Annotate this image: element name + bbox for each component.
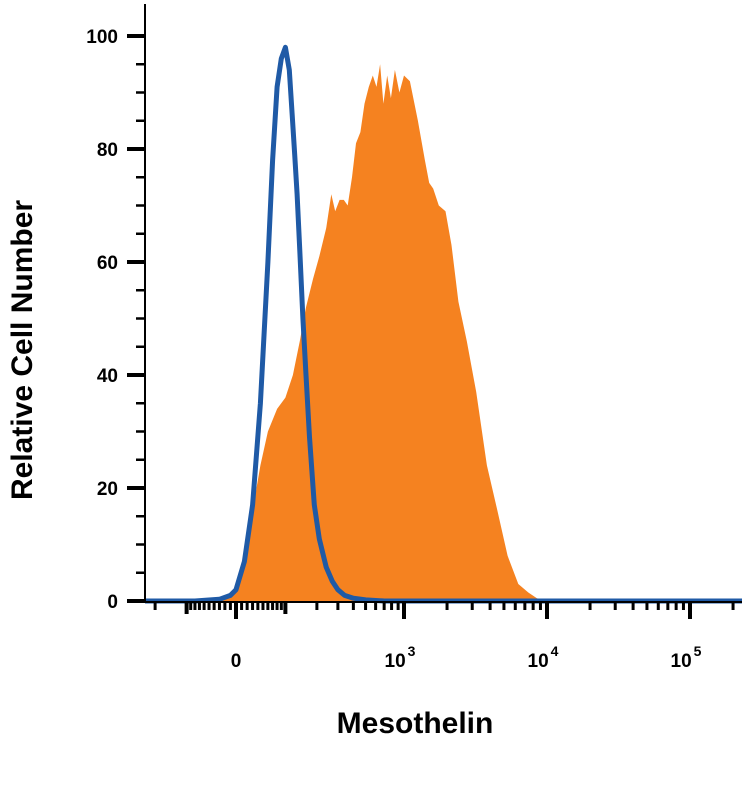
x-tick-label: 0 — [231, 651, 242, 672]
x-tick-label: 10 4 — [528, 643, 559, 672]
series-outline-histogram — [145, 44, 742, 604]
axes — [127, 4, 742, 619]
x-tick-label: 10 5 — [671, 643, 702, 672]
y-tick-label: 0 — [107, 592, 118, 613]
y-tick-label: 60 — [97, 253, 118, 274]
x-axis-title: Mesothelin — [337, 707, 494, 740]
y-axis-title: Relative Cell Number — [6, 200, 39, 500]
y-tick-label: 100 — [86, 27, 118, 48]
y-tick-label: 40 — [97, 366, 118, 387]
series-filled-histogram — [194, 64, 742, 602]
y-tick-label: 20 — [97, 479, 118, 500]
series-layer — [145, 44, 742, 604]
y-tick-label: 80 — [97, 140, 118, 161]
x-tick-label: 10 3 — [385, 643, 416, 672]
